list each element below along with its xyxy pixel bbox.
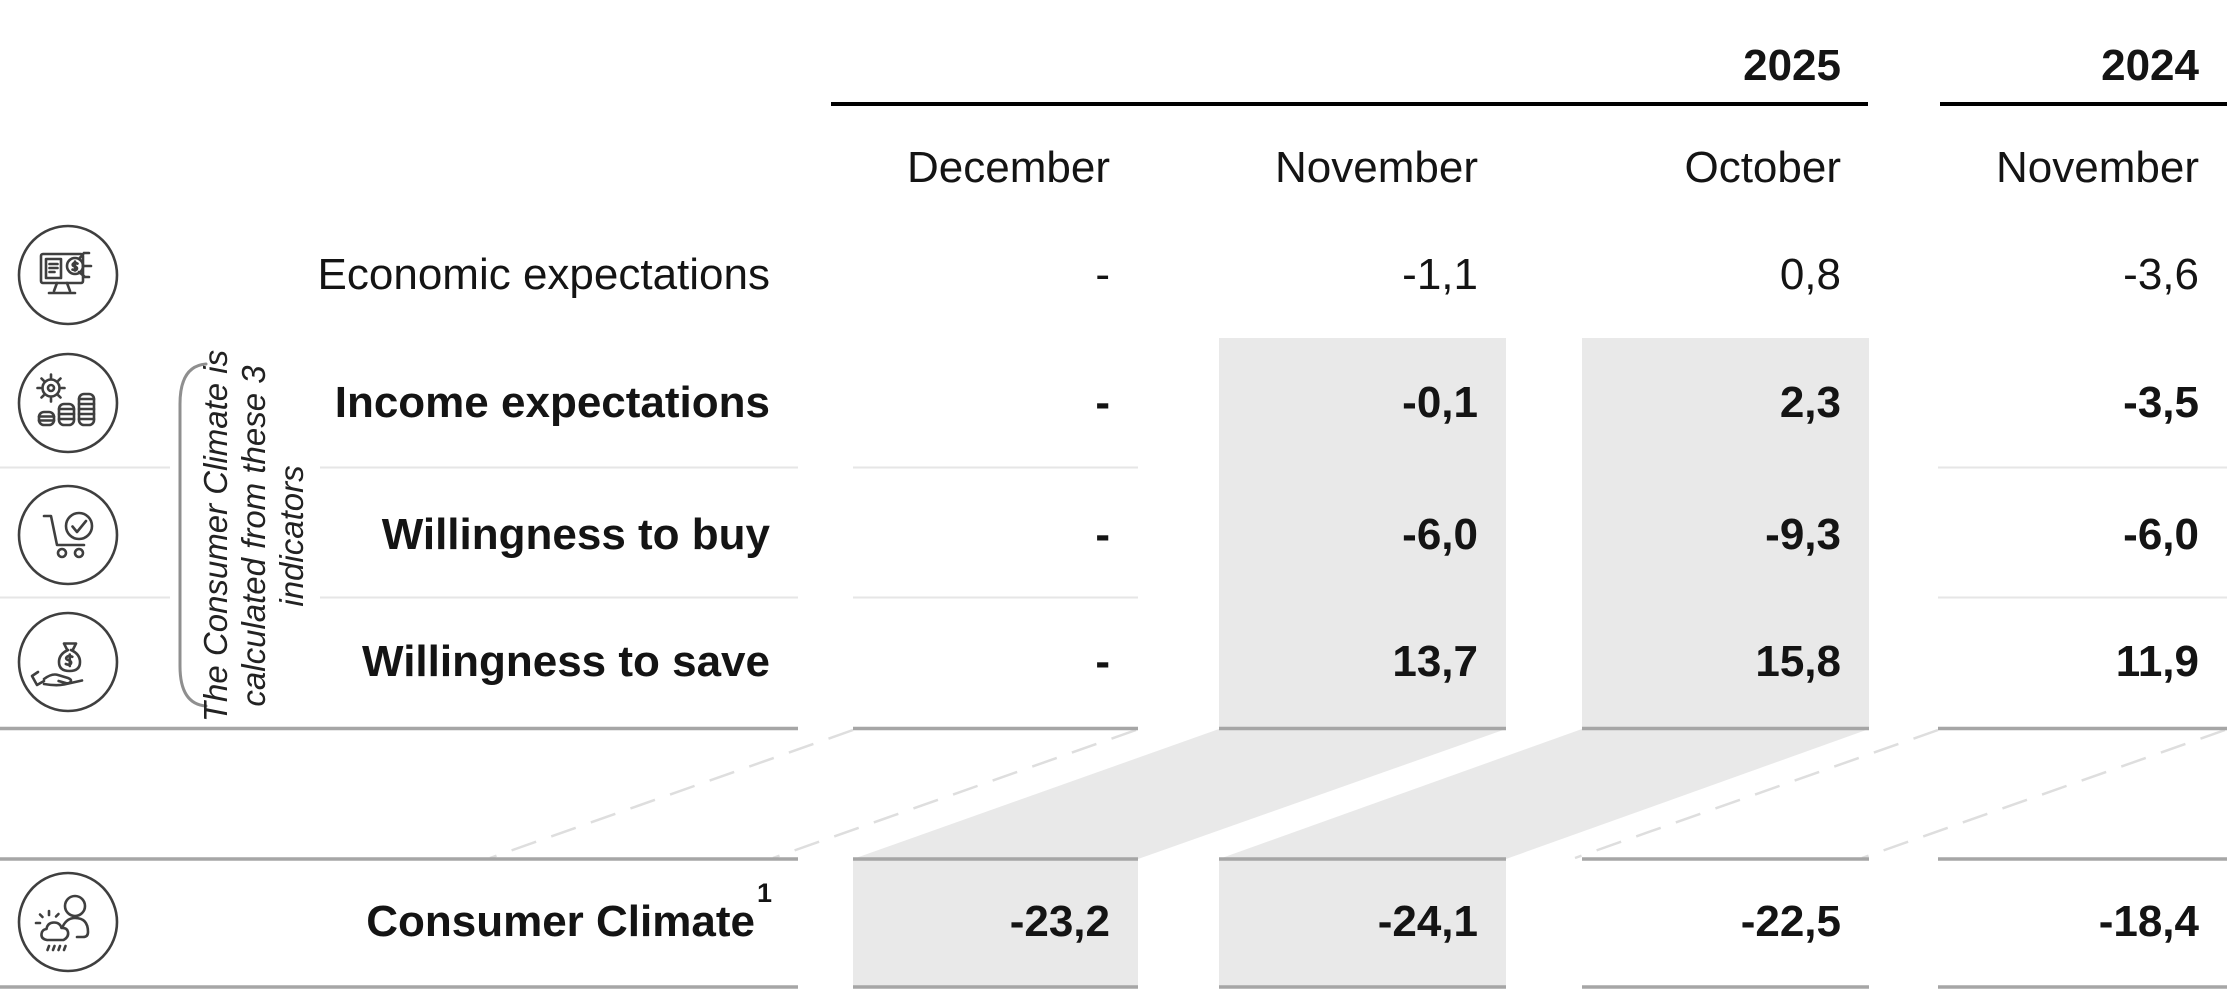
value-buy-november: -6,0 [1402, 510, 1478, 559]
value-income-december: - [1095, 378, 1110, 427]
footnote-marker: 1 [756, 878, 772, 909]
gray-rules [0, 726, 2227, 989]
value-climate-december: -23,2 [1009, 897, 1110, 946]
shopping-cart-check-icon [17, 484, 119, 586]
indicator-group-brace [178, 362, 208, 708]
highlight-column-october-2025 [1582, 338, 1869, 729]
value-save-november-2024: 11,9 [2115, 637, 2199, 686]
value-save-october: 15,8 [1755, 637, 1841, 686]
economic-monitor-icon [17, 224, 119, 326]
highlight-column-november-2025 [1219, 338, 1506, 729]
value-save-november: 13,7 [1392, 637, 1478, 686]
month-header-november-2024: November [1996, 143, 2199, 192]
row-dividers [0, 466, 2227, 599]
row-label-consumer-climate: Consumer Climate1 [0, 880, 772, 954]
funnel-october-to-november [1219, 729, 1869, 859]
row-label-economic-expectations: Economic expectations [317, 250, 770, 299]
value-buy-october: -9,3 [1765, 510, 1841, 559]
calculation-note: The Consumer Climate is calculated from … [197, 349, 310, 723]
year-header-2024: 2024 [2101, 41, 2199, 90]
value-economic-november: -1,1 [1402, 250, 1478, 299]
consumer-climate-label: Consumer Climate [366, 897, 755, 946]
value-climate-october: -22,5 [1740, 897, 1841, 946]
value-income-november-2024: -3,5 [2123, 378, 2199, 427]
value-climate-november: -24,1 [1377, 897, 1478, 946]
value-buy-december: - [1095, 510, 1110, 559]
value-save-december: - [1095, 637, 1110, 686]
value-income-october: 2,3 [1779, 378, 1841, 427]
value-economic-november-2024: -3,6 [2123, 250, 2199, 299]
month-header-november-2025: November [1275, 143, 1478, 192]
hand-money-bag-icon [17, 611, 119, 713]
person-weather-icon [17, 871, 119, 973]
row-label-willingness-to-buy: Willingness to buy [381, 510, 770, 559]
month-header-october-2025: October [1684, 143, 1841, 192]
highlight-summary-november [1219, 860, 1506, 986]
funnel-november-to-december [853, 729, 1506, 859]
value-buy-november-2024: -6,0 [2123, 510, 2199, 559]
highlight-summary-december [853, 860, 1138, 986]
month-header-december-2025: December [907, 143, 1110, 192]
value-income-november: -0,1 [1402, 378, 1478, 427]
value-economic-december: - [1095, 250, 1110, 299]
value-economic-october: 0,8 [1779, 250, 1841, 299]
year-header-2025: 2025 [1743, 41, 1841, 90]
income-coins-gear-icon [17, 352, 119, 454]
dashed-funnel-lines [489, 728, 2226, 860]
row-label-willingness-to-save: Willingness to save [362, 637, 770, 686]
row-label-income-expectations: Income expectations [334, 378, 770, 427]
value-climate-november-2024: -18,4 [2098, 897, 2199, 946]
